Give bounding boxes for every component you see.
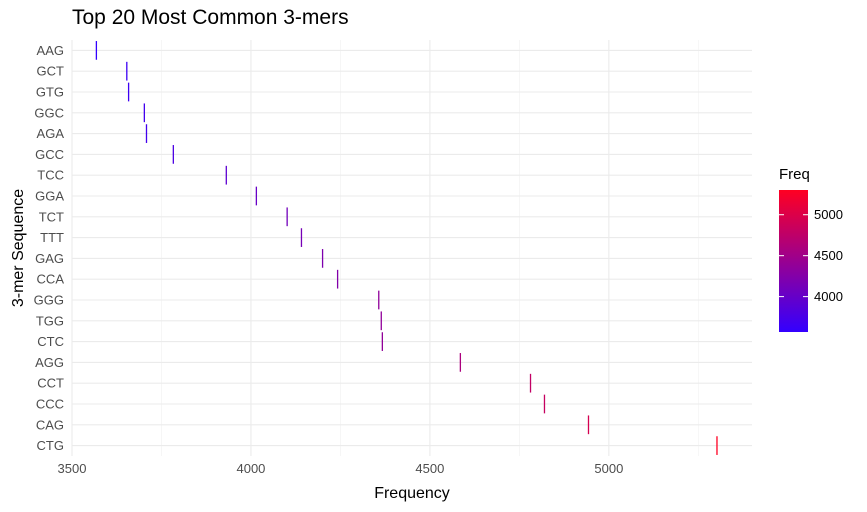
y-tick-label: TCC [37, 168, 64, 183]
x-tick-label: 5000 [594, 461, 623, 476]
y-tick-label: GAG [35, 251, 64, 266]
y-tick-label: CTG [37, 438, 64, 453]
legend-title: Freq [779, 166, 810, 183]
bar-gga [255, 186, 258, 206]
legend-ticks: 4000 4500 5000 [779, 207, 843, 304]
bar-gtg [127, 82, 130, 102]
y-tick-label: GTG [36, 85, 64, 100]
bar-gag [321, 249, 324, 268]
bar-ctg [716, 436, 718, 455]
legend-tick-label: 4500 [814, 248, 843, 263]
bar-cca [336, 269, 339, 289]
legend-tick-label: 4000 [814, 289, 843, 304]
bar-aag [95, 41, 98, 60]
bar-ccc [543, 394, 546, 414]
y-tick-label: CCT [37, 376, 64, 391]
bar-ctc [381, 332, 383, 351]
y-tick-label: GGA [35, 189, 64, 204]
y-tick-label: CCC [36, 397, 64, 412]
bar-gcc [172, 145, 174, 164]
chart-title: Top 20 Most Common 3-mers [72, 6, 349, 29]
bar-series [95, 41, 718, 455]
bar-tct [286, 207, 288, 227]
bar-gct [126, 61, 128, 81]
y-tick-label: TTT [40, 230, 64, 245]
bar-cag [587, 415, 590, 435]
y-tick-label: CTC [37, 334, 64, 349]
legend-tick-label: 5000 [814, 207, 843, 222]
y-tick-label: GCC [35, 147, 64, 162]
y-axis-title: 3-mer Sequence [10, 189, 27, 307]
color-legend: Freq 4000 4500 5000 [779, 166, 843, 332]
y-tick-labels: AAG GCT GTG GGC AGA GCC TCC GGA TCT TTT GAG CCA GGG T… [34, 43, 65, 453]
y-tick-label: GGG [34, 293, 64, 308]
y-tick-label: CAG [36, 417, 64, 432]
legend-colorbar [779, 190, 808, 332]
y-tick-label: AGA [37, 126, 65, 141]
y-tick-label: TCT [39, 209, 64, 224]
y-tick-label: TGG [36, 313, 64, 328]
bar-tgg [380, 311, 382, 331]
bar-cct [529, 373, 532, 393]
grid-lines [71, 40, 752, 456]
y-tick-label: GGC [34, 105, 64, 120]
bar-agg [459, 353, 462, 372]
x-tick-label: 4000 [236, 461, 265, 476]
bar-ttt [300, 228, 303, 247]
y-tick-label: AAG [37, 43, 64, 58]
bar-ggc [143, 103, 145, 123]
x-tick-label: 3500 [58, 461, 87, 476]
x-tick-label: 4500 [415, 461, 444, 476]
bar-tcc [225, 165, 227, 185]
y-tick-label: GCT [37, 64, 65, 79]
x-tick-labels: 3500 4000 4500 5000 [58, 461, 624, 476]
y-tick-label: CCA [37, 272, 65, 287]
x-axis-title: Frequency [374, 485, 450, 502]
bar-ggg [378, 290, 380, 310]
bar-aga [145, 124, 148, 143]
y-tick-label: AGG [35, 355, 64, 370]
